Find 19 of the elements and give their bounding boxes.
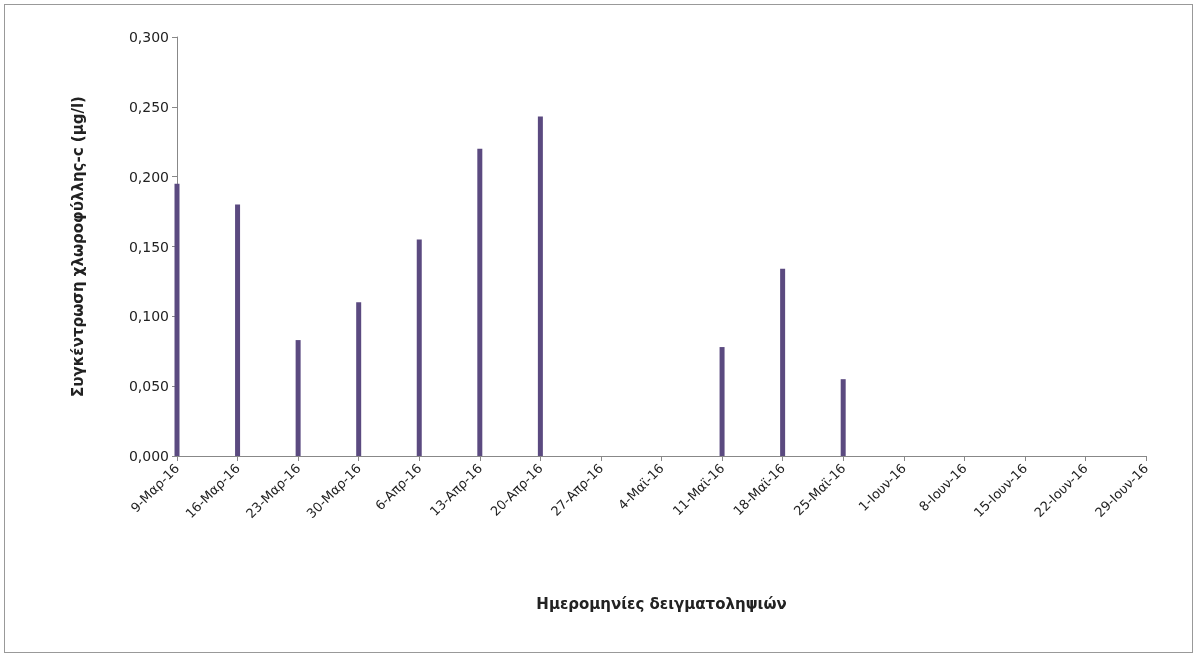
y-tick-label: 0,000: [128, 448, 169, 464]
y-tick-label: 0,100: [128, 308, 169, 325]
bar: [537, 116, 543, 456]
bar: [719, 347, 725, 456]
y-tick-label: 0,150: [128, 238, 169, 255]
y-tick-label: 0,200: [128, 168, 169, 185]
y-tick-label: 0,300: [128, 29, 169, 45]
bar: [174, 183, 180, 456]
bar: [477, 148, 483, 456]
bar: [840, 379, 846, 456]
y-tick-label: 0,250: [128, 98, 169, 115]
x-axis-title: Ημερομηνίες δειγματοληψιών: [536, 594, 787, 613]
bar: [295, 340, 301, 456]
y-axis-title: Συγκέντρωση χλωροφύλλης-c (μg/l): [68, 96, 87, 397]
bar: [356, 302, 362, 456]
bar: [780, 268, 786, 456]
y-tick-label: 0,050: [128, 378, 169, 395]
bar: [235, 204, 241, 456]
bar: [416, 239, 422, 456]
